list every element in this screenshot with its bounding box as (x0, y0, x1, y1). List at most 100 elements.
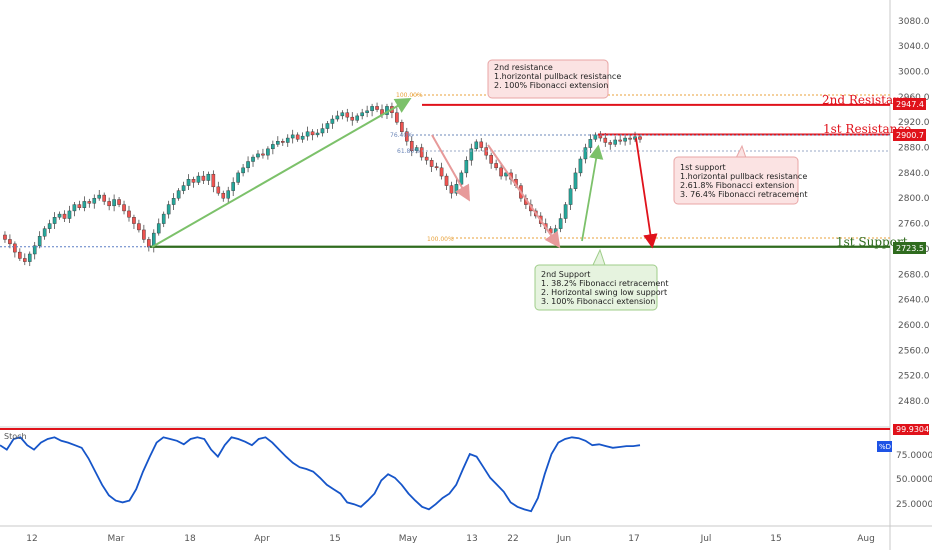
candle-body (27, 253, 32, 262)
first-resistance-label: 1st Resistance (823, 122, 911, 136)
candle-body (479, 141, 484, 148)
x-tick-label: Jul (700, 534, 712, 544)
candle-body (439, 167, 444, 177)
candle-body (37, 236, 42, 246)
candle-body (62, 213, 67, 219)
candle-body (300, 135, 305, 140)
candle-body (236, 172, 240, 183)
candle-body (226, 190, 231, 199)
candle-body (142, 229, 146, 240)
fib-arrow-pullback (431, 134, 470, 202)
support2-note-line-1: 2nd Support (541, 270, 590, 279)
candle-body (176, 190, 181, 199)
x-tick-label: Jun (556, 534, 571, 544)
first-resistance-value: 2900.7 (896, 131, 924, 140)
candle-body (246, 161, 250, 169)
candle-body (499, 167, 503, 177)
candle-body (161, 213, 166, 224)
price-y-tick-label: 2560.0 (898, 346, 930, 356)
candle-body (32, 245, 37, 255)
stoch-y-label-25: 25.0000 (896, 500, 932, 510)
candle-body (365, 110, 369, 113)
candle-body (13, 243, 17, 253)
resistance-note-line-1: 2nd resistance (494, 63, 553, 72)
candle-body (295, 134, 300, 140)
candle-body (603, 137, 608, 143)
price-y-tick-label: 2920.0 (898, 118, 930, 128)
candle-body (628, 137, 632, 140)
candle-body (18, 251, 22, 259)
candle-body (196, 175, 201, 183)
candle-body (92, 198, 97, 204)
price-y-tick-label: 2840.0 (898, 169, 930, 179)
support1-note-line-3: 2.61.8% Fibonacci extension (680, 181, 794, 190)
candle-body (469, 148, 474, 161)
stoch-series-badge (877, 441, 892, 452)
candle-body (276, 141, 280, 145)
candle-body (147, 239, 151, 248)
candle-body (558, 218, 563, 229)
candle-body (568, 188, 573, 205)
stoch-panel (0, 428, 890, 513)
candle-body (166, 204, 171, 215)
candle-body (87, 201, 92, 204)
candle-body (563, 204, 568, 219)
candle-body (608, 142, 613, 145)
first-support-label: 1st Support (836, 235, 908, 249)
support2-note-line-4: 3. 100% Fibonacci extension (541, 297, 655, 306)
resistance-note-line-3: 2. 100% Fibonacci extension (494, 81, 608, 90)
candle-body (52, 217, 57, 224)
second-resistance-value: 2947.4 (896, 100, 924, 109)
candle-body (395, 112, 399, 123)
price-y-tick-label: 3040.0 (898, 42, 930, 52)
fib-764-label: 76.40% (390, 132, 413, 139)
candle-body (454, 184, 459, 194)
candle-body (156, 223, 161, 234)
candle-body (464, 160, 469, 174)
x-tick-label: Aug (857, 534, 875, 544)
price-panel (0, 102, 890, 267)
candle-body (57, 213, 62, 218)
candle-body (77, 204, 82, 208)
candle-body (355, 115, 360, 121)
candle-body (290, 134, 295, 139)
candle-body (216, 186, 221, 194)
stoch-y-label-75: 75.0000 (896, 451, 932, 461)
x-tick-label: 18 (184, 534, 196, 544)
price-y-tick-label: 2800.0 (898, 194, 930, 204)
candle-body (127, 210, 131, 218)
candle-body (241, 167, 245, 174)
candle-body (256, 153, 260, 158)
candle-body (613, 139, 617, 145)
x-tick-label: 15 (329, 534, 340, 544)
candle-body (429, 160, 434, 167)
price-y-tick-label: 2960.0 (898, 93, 930, 103)
annotations (151, 94, 890, 266)
second-resistance-label: 2nd Resistance (822, 93, 915, 107)
candle-body (266, 148, 270, 156)
price-y-tick-label: 2760.0 (898, 220, 930, 230)
stoch-line (0, 436, 641, 513)
candle-body (489, 154, 493, 164)
candle-body (330, 118, 335, 124)
x-tick-label: 17 (628, 534, 639, 544)
candle-body (618, 139, 622, 142)
candle-body (251, 156, 255, 162)
price-y-tick-label: 3080.0 (898, 17, 930, 27)
support2-note-line-2: 1. 38.2% Fibonacci retracement (541, 279, 669, 288)
candle-body (271, 144, 275, 150)
candle-body (400, 122, 404, 132)
x-tick-label: Apr (254, 534, 270, 544)
candle-body (583, 147, 588, 160)
candle-body (231, 182, 235, 191)
candle-body (305, 131, 310, 137)
candle-body (638, 136, 642, 140)
candle-body (360, 112, 364, 117)
support2-note-line-3: 2. Horizontal swing low support (541, 288, 667, 297)
support1-note: 1st support 1.horizontal pullback resist… (673, 156, 808, 205)
candle-body (494, 163, 498, 169)
candle-body (414, 147, 419, 151)
x-tick-label: 13 (466, 534, 477, 544)
